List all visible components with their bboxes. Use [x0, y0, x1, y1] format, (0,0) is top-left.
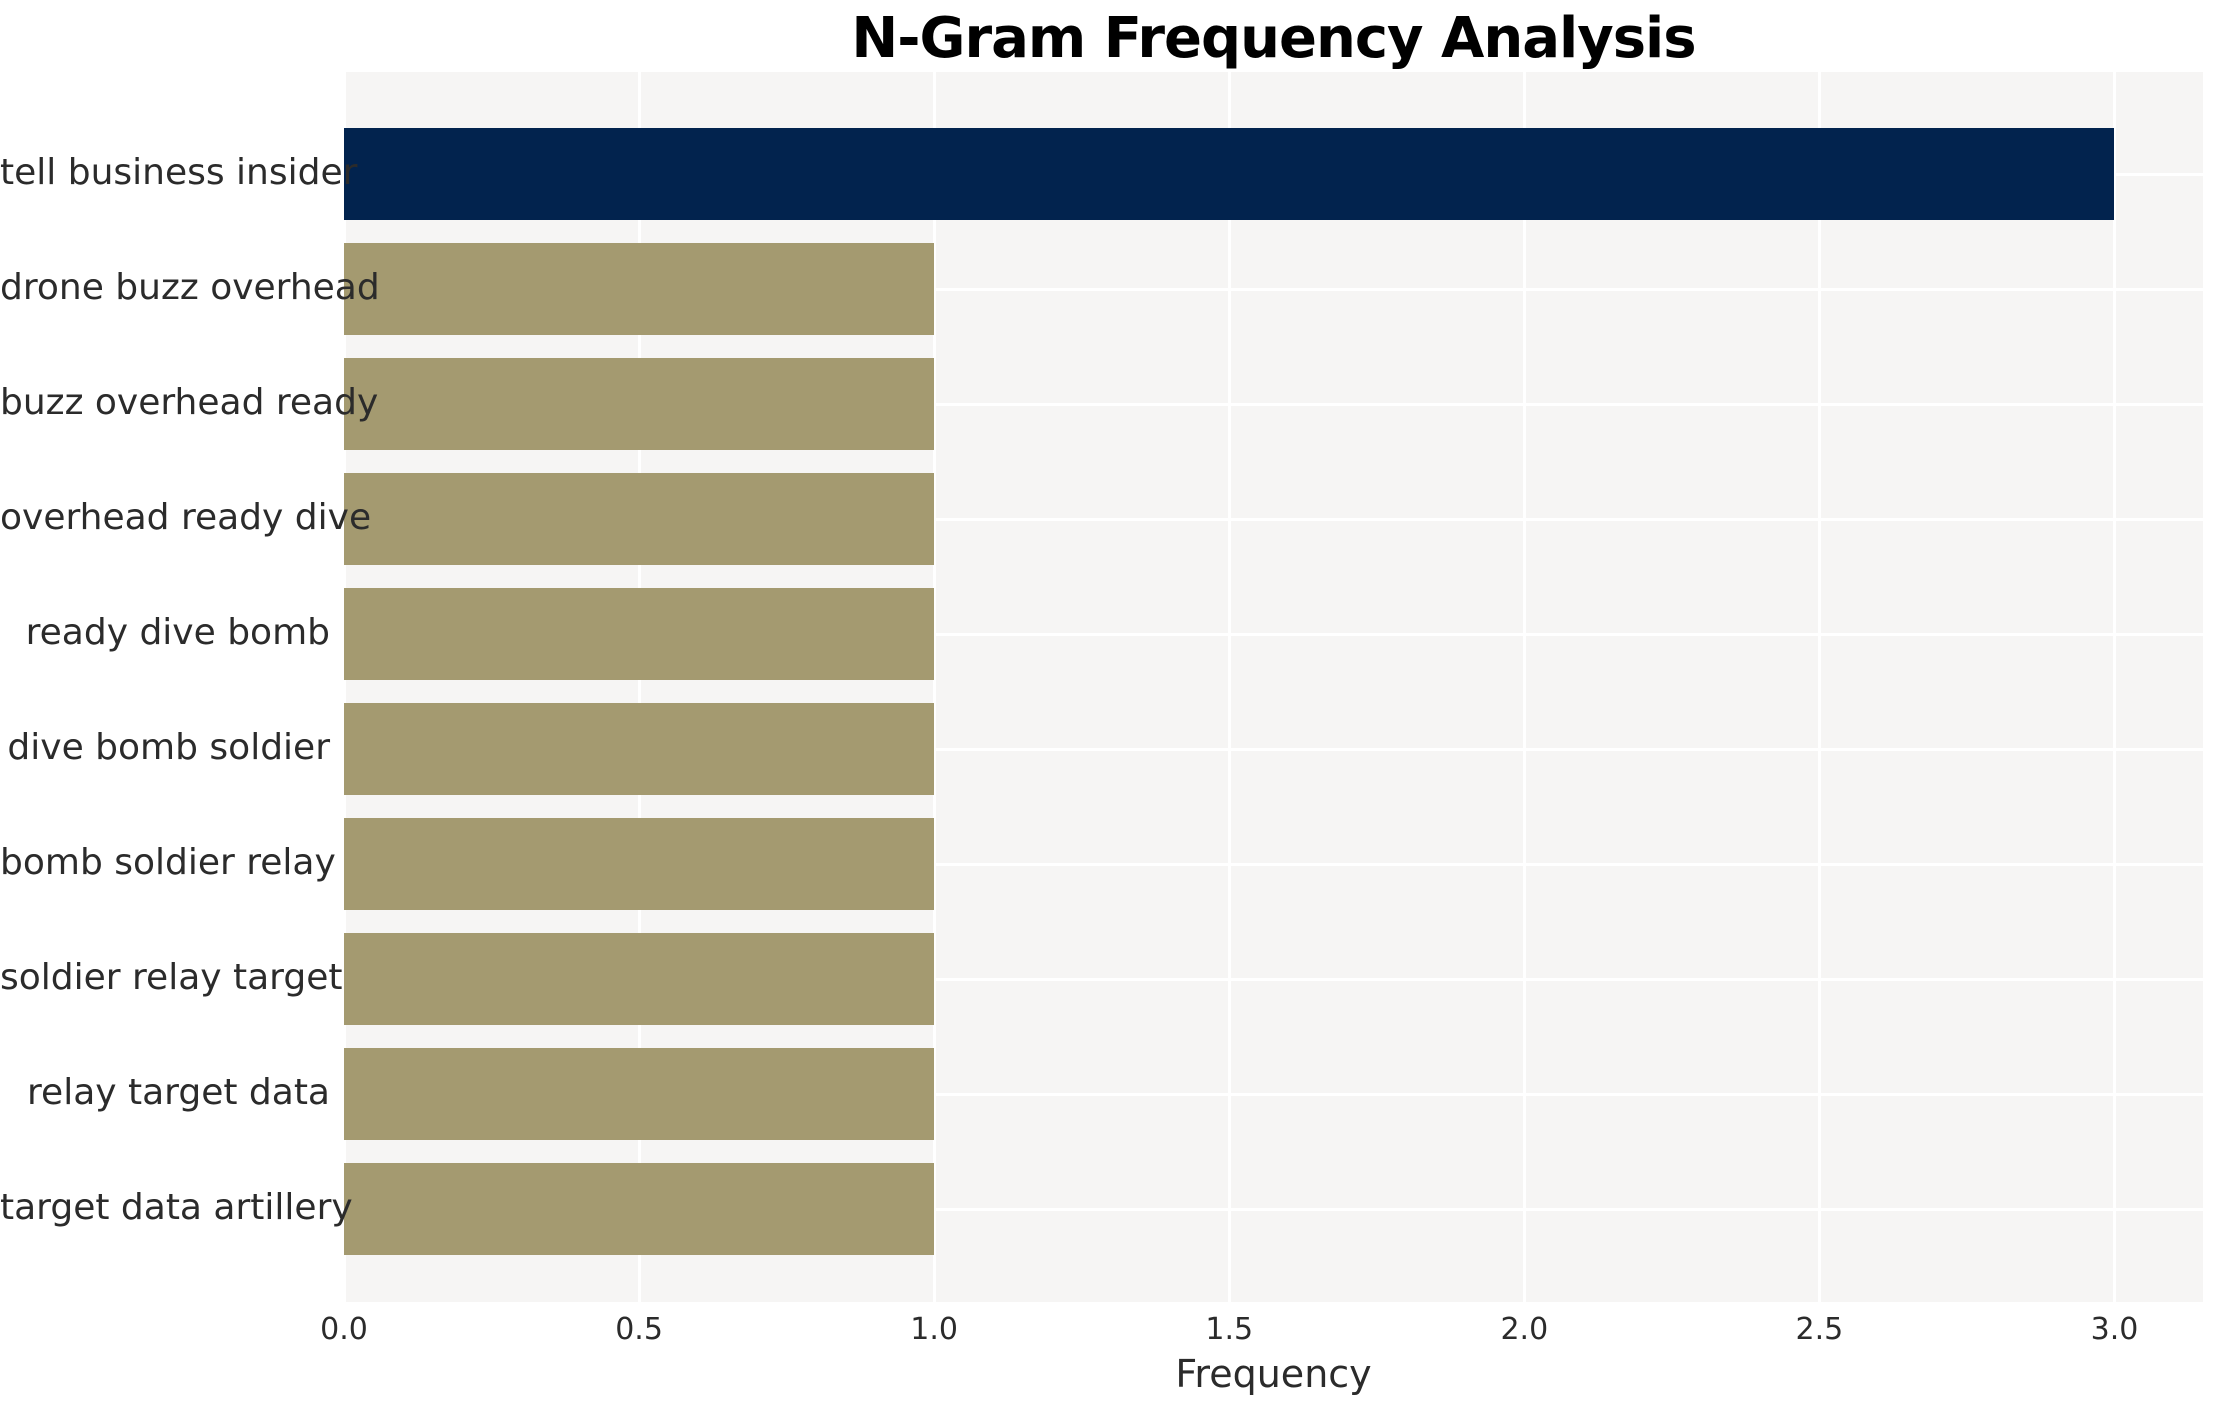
x-tick-label: 1.0: [910, 1312, 959, 1347]
y-tick-label: soldier relay target: [0, 957, 343, 998]
y-tick-label: dive bomb soldier: [7, 727, 330, 768]
bar: [344, 1163, 935, 1255]
x-tick-label: 0.5: [615, 1312, 663, 1347]
gridline-vertical: [1817, 72, 1821, 1302]
x-tick-label: 2.5: [1795, 1312, 1844, 1347]
gridline-vertical: [342, 72, 346, 1302]
x-tick-label: 2.0: [1500, 1312, 1549, 1347]
bar: [344, 243, 935, 335]
plot-area: [342, 72, 2203, 1302]
bar: [344, 588, 935, 680]
gridline-horizontal: [344, 517, 2203, 521]
bar: [344, 128, 2115, 220]
gridline-vertical: [2112, 72, 2116, 1302]
gridline-horizontal: [344, 747, 2203, 751]
y-tick-label: target data artillery: [0, 1187, 353, 1228]
y-tick-label: buzz overhead ready: [0, 382, 379, 423]
gridline-horizontal: [344, 977, 2203, 981]
gridline-horizontal: [344, 1207, 2203, 1211]
gridline-horizontal: [344, 287, 2203, 291]
y-tick-label: tell business insider: [0, 152, 358, 193]
y-tick-label: drone buzz overhead: [0, 267, 380, 308]
y-tick-label: bomb soldier relay: [0, 842, 336, 883]
x-tick-label: 3.0: [2090, 1312, 2139, 1347]
gridline-horizontal: [344, 402, 2203, 406]
gridline-horizontal: [344, 1092, 2203, 1096]
x-tick-label: 1.5: [1205, 1312, 1254, 1347]
chart-title: N-Gram Frequency Analysis: [851, 6, 1696, 71]
gridline-vertical: [1227, 72, 1231, 1302]
bar: [344, 703, 935, 795]
gridline-vertical: [637, 72, 641, 1302]
gridline-vertical: [1522, 72, 1526, 1302]
gridline-vertical: [932, 72, 936, 1302]
bar: [344, 473, 935, 565]
y-tick-label: ready dive bomb: [25, 612, 330, 653]
y-tick-label: relay target data: [27, 1072, 330, 1113]
gridline-horizontal: [344, 632, 2203, 636]
bar: [344, 818, 935, 910]
bar: [344, 933, 935, 1025]
y-tick-label: overhead ready dive: [0, 497, 372, 538]
bar: [344, 358, 935, 450]
bar: [344, 1048, 935, 1140]
gridline-horizontal: [344, 862, 2203, 866]
x-tick-label: 0.0: [320, 1312, 368, 1347]
x-axis-label: Frequency: [1175, 1352, 1372, 1396]
